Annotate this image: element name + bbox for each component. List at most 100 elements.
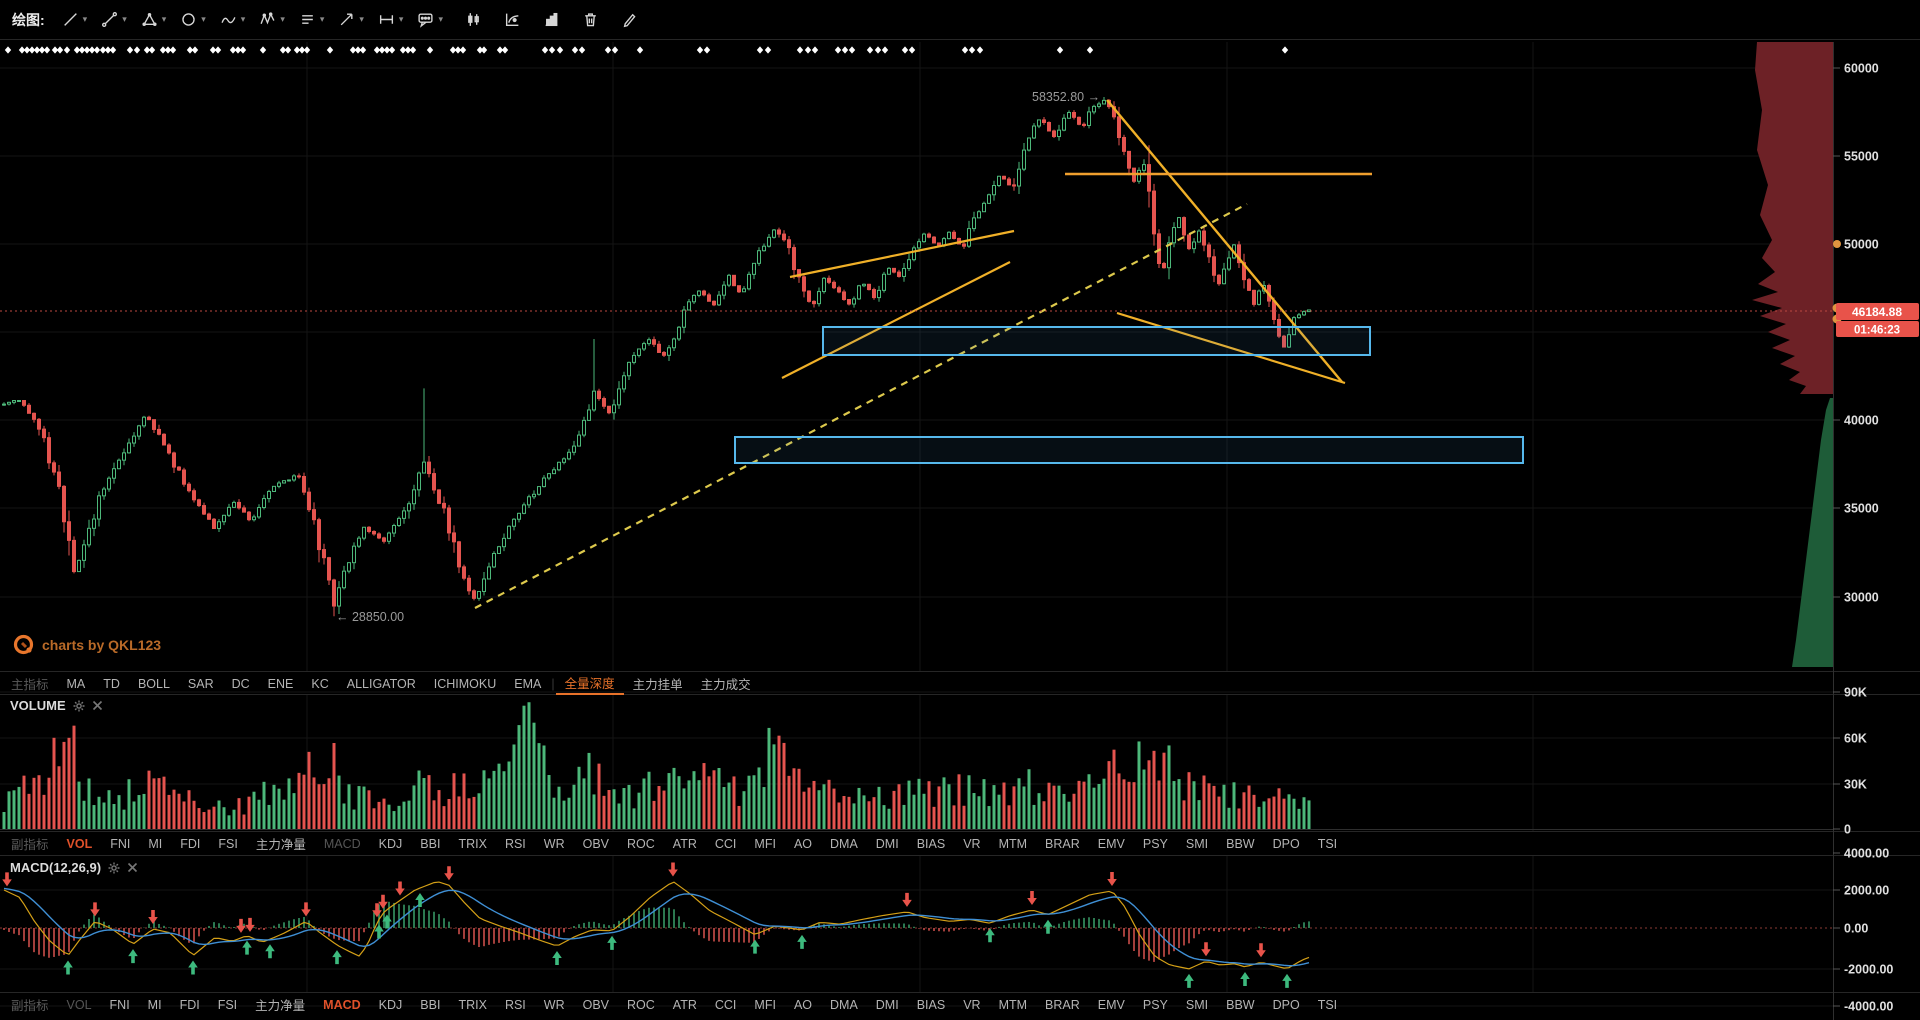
gear-icon[interactable] (108, 862, 120, 874)
close-icon[interactable] (127, 862, 138, 873)
tab-dpo[interactable]: DPO (1272, 997, 1300, 1012)
tab-bbw[interactable]: BBW (1226, 997, 1255, 1012)
tab-dmi[interactable]: DMI (875, 836, 899, 851)
tool-chart-depth[interactable] (497, 8, 528, 31)
sub-tabs-label: 副指标 (11, 838, 49, 852)
macd-panel-header: MACD(12,26,9) (10, 860, 138, 875)
tab-kdj[interactable]: KDJ (378, 836, 403, 851)
tab-ene[interactable]: ENE (267, 676, 294, 691)
tool-chart-column[interactable] (536, 8, 567, 31)
tab-atr[interactable]: ATR (672, 997, 697, 1012)
tool-measure[interactable]: ▾ (371, 8, 411, 31)
tab-vr[interactable]: VR (963, 836, 981, 851)
tab-obv[interactable]: OBV (582, 997, 610, 1012)
tab-brar[interactable]: BRAR (1045, 997, 1080, 1012)
tab-ema[interactable]: EMA (514, 676, 542, 691)
tab-wr[interactable]: WR (543, 997, 565, 1012)
orderbook-dot (1833, 240, 1841, 248)
tab-fdi[interactable]: FDI (180, 836, 201, 851)
tool-brush[interactable]: ▾ (94, 8, 134, 31)
tab-cci[interactable]: CCI (714, 836, 737, 851)
tab-dmi[interactable]: DMI (875, 997, 899, 1012)
tool-shape-ellipse[interactable]: ▾ (173, 8, 213, 31)
tool-xabcd-pattern[interactable]: ▾ (252, 8, 292, 31)
tab-dpo[interactable]: DPO (1272, 836, 1300, 851)
tab-kc[interactable]: KC (311, 676, 329, 691)
tab-smi[interactable]: SMI (1185, 997, 1209, 1012)
tab-macd[interactable]: MACD (323, 997, 361, 1012)
tab-bbi[interactable]: BBI (420, 836, 441, 851)
tab-obv[interactable]: OBV (582, 836, 610, 851)
tab-bbi[interactable]: BBI (420, 997, 441, 1012)
tab-ao[interactable]: AO (793, 997, 812, 1012)
tab-psy[interactable]: PSY (1142, 836, 1168, 851)
tab-mfi[interactable]: MFI (754, 836, 776, 851)
tab-trix[interactable]: TRIX (458, 997, 487, 1012)
tab-vol[interactable]: VOL (66, 836, 93, 851)
tab-fdi[interactable]: FDI (179, 997, 200, 1012)
tab-trix[interactable]: TRIX (458, 836, 487, 851)
tab-ma[interactable]: MA (66, 676, 86, 691)
tool-arrow-marker[interactable]: ▾ (331, 8, 371, 31)
price-axis-label: 50000 (1844, 238, 1879, 252)
tab-主力净量[interactable]: 主力净量 (255, 838, 306, 852)
tool-callout-price[interactable]: ▾ (410, 8, 450, 31)
tool-wave-pattern[interactable]: ▾ (213, 8, 253, 31)
tab-cci[interactable]: CCI (714, 997, 737, 1012)
tool-trend-line[interactable]: ▾ (55, 8, 95, 31)
tool-annotation-text[interactable]: ▾ (292, 8, 332, 31)
tab-td[interactable]: TD (103, 676, 120, 691)
tab-tsi[interactable]: TSI (1317, 836, 1338, 851)
tab-ichimoku[interactable]: ICHIMOKU (433, 676, 497, 691)
tab-rsi[interactable]: RSI (504, 836, 526, 851)
tab-ao[interactable]: AO (793, 836, 812, 851)
tab-roc[interactable]: ROC (627, 836, 655, 851)
tab-psy[interactable]: PSY (1142, 997, 1168, 1012)
tab-bbw[interactable]: BBW (1226, 836, 1255, 851)
tab-bias[interactable]: BIAS (916, 997, 946, 1012)
main-indicator-tabs: 主指标 MA TD BOLL SAR DC ENE KC ALLIGATOR ICHIMOKU EM… (2, 672, 760, 695)
tab-主力净量[interactable]: 主力净量 (255, 999, 306, 1013)
tab-wr[interactable]: WR (543, 836, 565, 851)
tab-boll[interactable]: BOLL (137, 676, 170, 691)
tab-fsi[interactable]: FSI (218, 836, 238, 851)
tab-brar[interactable]: BRAR (1045, 836, 1080, 851)
tab-macd[interactable]: MACD (323, 836, 361, 851)
tab-dma[interactable]: DMA (830, 997, 858, 1012)
tab-depth[interactable]: 全量深度 (555, 673, 624, 695)
tab-mtm[interactable]: MTM (998, 836, 1028, 851)
tab-rsi[interactable]: RSI (504, 997, 526, 1012)
tab-smi[interactable]: SMI (1185, 836, 1209, 851)
tool-delete-drawings[interactable] (575, 8, 606, 31)
tab-atr[interactable]: ATR (672, 836, 697, 851)
tab-vol[interactable]: VOL (66, 997, 92, 1012)
tab-fni[interactable]: FNI (110, 836, 131, 851)
tab-alligator[interactable]: ALLIGATOR (346, 676, 416, 691)
tab-roc[interactable]: ROC (627, 997, 655, 1012)
tab-mtm[interactable]: MTM (998, 997, 1028, 1012)
tab-dc[interactable]: DC (231, 676, 250, 691)
tab-fni[interactable]: FNI (109, 997, 130, 1012)
tab-emv[interactable]: EMV (1097, 997, 1125, 1012)
tab-bias[interactable]: BIAS (916, 836, 946, 851)
tab-emv[interactable]: EMV (1097, 836, 1125, 851)
tool-edit-pen[interactable] (614, 8, 645, 31)
tab-tsi[interactable]: TSI (1317, 997, 1338, 1012)
tab-depth[interactable]: 主力成交 (700, 678, 751, 692)
chevron-down-icon: ▾ (201, 14, 206, 24)
tab-mfi[interactable]: MFI (754, 997, 776, 1012)
tab-depth[interactable]: 主力挂单 (632, 678, 683, 692)
tab-kdj[interactable]: KDJ (378, 997, 403, 1012)
close-icon[interactable] (92, 700, 103, 711)
tab-sar[interactable]: SAR (187, 676, 214, 691)
tab-vr[interactable]: VR (963, 997, 981, 1012)
tool-shape-polygon[interactable]: ▾ (134, 8, 174, 31)
gear-icon[interactable] (73, 700, 85, 712)
tab-mi[interactable]: MI (148, 836, 163, 851)
chevron-down-icon: ▾ (438, 14, 443, 24)
tool-candle-style[interactable] (458, 8, 489, 31)
tab-mi[interactable]: MI (147, 997, 162, 1012)
tab-fsi[interactable]: FSI (217, 997, 238, 1012)
tab-dma[interactable]: DMA (830, 836, 858, 851)
